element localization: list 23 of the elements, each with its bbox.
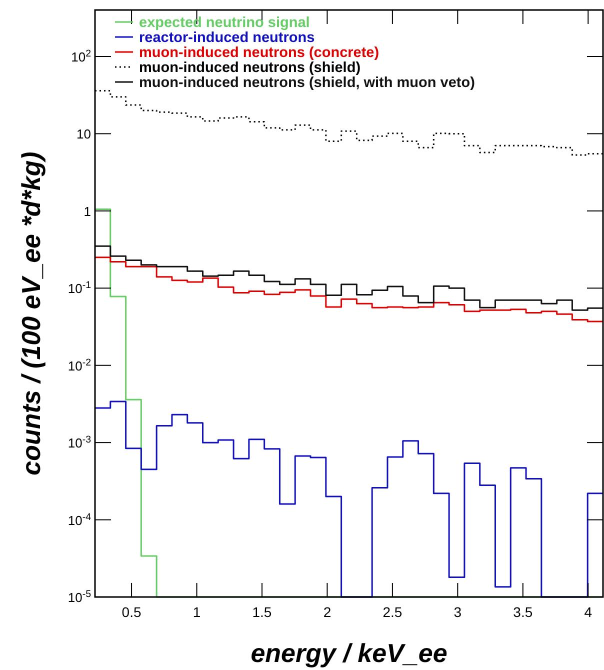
x-tick-label: 0.5	[122, 604, 142, 620]
y-tick-label: 10$^{2}$	[71, 48, 91, 64]
legend-label: muon-induced neutrons (concrete)	[139, 45, 380, 61]
x-tick-label: 3.5	[513, 604, 533, 620]
y-axis-title: counts / (100 eV_ee *d*kg)	[16, 152, 46, 476]
x-tick-label: 4	[584, 604, 592, 620]
x-tick-label: 2.5	[382, 604, 402, 620]
y-tick-label: 10$^{-5}$	[68, 588, 92, 605]
y-tick-label: 10$^{-4}$	[68, 511, 92, 528]
legend-label: muon-induced neutrons (shield)	[139, 60, 361, 76]
x-tick-label: 1	[192, 604, 201, 620]
y-tick-label: 10$^{-2}$	[68, 356, 91, 374]
x-tick-label: 1.5	[252, 604, 272, 620]
y-tick-label: 10$^{-1}$	[68, 280, 91, 296]
x-tick-label: 3	[454, 604, 462, 620]
y-tick-label: 1	[84, 204, 91, 219]
legend-label: expected neutrino signal	[139, 15, 310, 31]
x-axis-title: energy / keV_ee	[250, 638, 448, 668]
y-tick-label: 10	[76, 126, 91, 142]
legend-label: reactor-induced neutrons	[139, 30, 315, 46]
y-tick-label: 10$^{-3}$	[68, 434, 91, 451]
legend-label: muon-induced neutrons (shield, with muon veto)	[139, 75, 476, 91]
x-tick-label: 2	[323, 604, 332, 620]
